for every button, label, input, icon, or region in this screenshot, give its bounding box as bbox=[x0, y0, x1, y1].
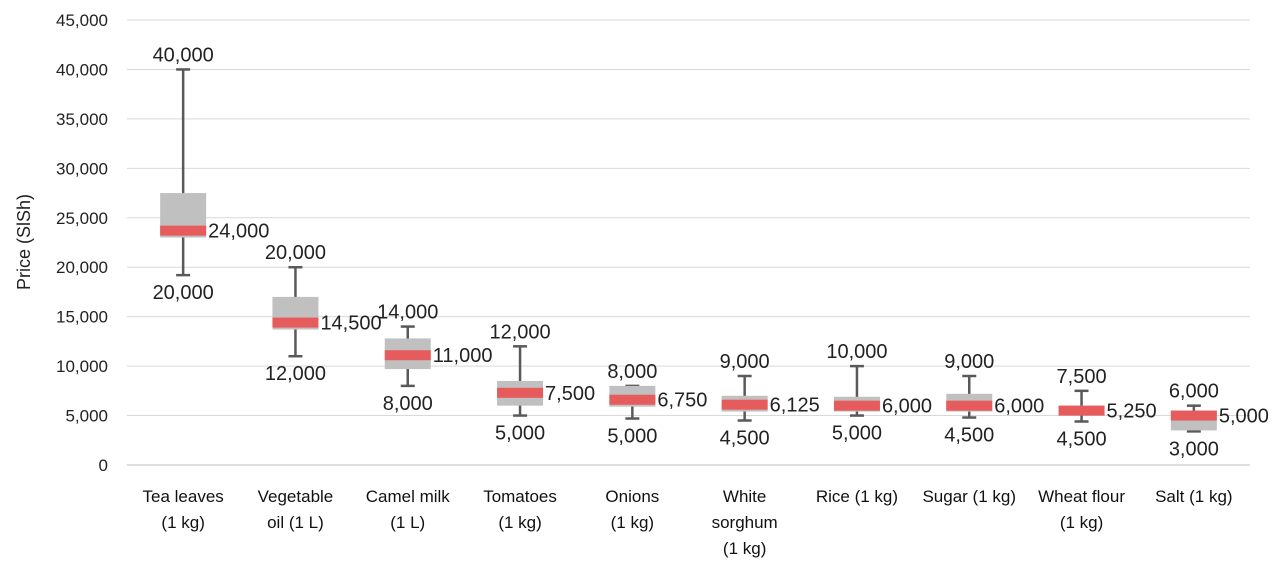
max-label: 14,000 bbox=[377, 302, 438, 324]
max-label: 9,000 bbox=[720, 351, 770, 373]
y-tick-label: 5,000 bbox=[65, 407, 108, 426]
category-label: Onions bbox=[605, 487, 659, 506]
category-label: Sugar (1 kg) bbox=[922, 487, 1016, 506]
y-tick-label: 35,000 bbox=[56, 110, 108, 129]
min-label: 12,000 bbox=[265, 363, 326, 385]
min-label: 4,500 bbox=[1057, 428, 1107, 450]
y-tick-label: 15,000 bbox=[56, 308, 108, 327]
category-label: Salt (1 kg) bbox=[1155, 487, 1232, 506]
y-tick-label: 30,000 bbox=[56, 159, 108, 178]
median-marker bbox=[160, 225, 207, 236]
median-label: 6,750 bbox=[657, 390, 707, 412]
category-label: (1 kg) bbox=[723, 539, 766, 558]
min-label: 8,000 bbox=[383, 393, 433, 415]
max-label: 12,000 bbox=[489, 321, 550, 343]
box-group: 20,000 14,500 12,000 bbox=[265, 242, 382, 385]
category-label: Tea leaves bbox=[143, 487, 224, 506]
median-label: 6,000 bbox=[994, 396, 1044, 418]
min-label: 5,000 bbox=[495, 423, 545, 445]
median-label: 5,250 bbox=[1107, 401, 1157, 423]
category-label: Rice (1 kg) bbox=[816, 487, 898, 506]
y-tick-label: 10,000 bbox=[56, 357, 108, 376]
median-marker bbox=[1170, 410, 1217, 421]
category-label: oil (1 L) bbox=[267, 513, 324, 532]
category-label: Camel milk bbox=[366, 487, 451, 506]
median-marker bbox=[1058, 405, 1105, 416]
category-label: (1 kg) bbox=[1060, 513, 1103, 532]
category-label: (1 kg) bbox=[498, 513, 541, 532]
category-label: White bbox=[723, 487, 766, 506]
y-tick-label: 45,000 bbox=[56, 11, 108, 30]
category-label: (1 kg) bbox=[611, 513, 654, 532]
median-marker bbox=[946, 400, 993, 411]
min-label: 3,000 bbox=[1169, 438, 1219, 460]
category-label: Wheat flour bbox=[1038, 487, 1125, 506]
y-tick-label: 20,000 bbox=[56, 258, 108, 277]
max-label: 10,000 bbox=[826, 341, 887, 363]
category-label: (1 kg) bbox=[161, 513, 204, 532]
category-label: Tomatoes bbox=[483, 487, 557, 506]
min-label: 4,500 bbox=[944, 425, 994, 447]
x-axis-categories: Tea leaves (1 kg) Vegetable oil (1 L) Camel … bbox=[143, 487, 1233, 558]
min-label: 4,500 bbox=[720, 428, 770, 450]
max-label: 6,000 bbox=[1169, 381, 1219, 403]
y-tick-label: 40,000 bbox=[56, 60, 108, 79]
min-label: 5,000 bbox=[832, 423, 882, 445]
median-label: 7,500 bbox=[545, 383, 595, 405]
median-marker bbox=[721, 399, 768, 410]
min-label: 5,000 bbox=[607, 426, 657, 448]
max-label: 9,000 bbox=[944, 351, 994, 373]
median-label: 6,000 bbox=[882, 396, 932, 418]
max-label: 20,000 bbox=[265, 242, 326, 264]
max-label: 8,000 bbox=[607, 361, 657, 383]
y-tick-label: 0 bbox=[99, 456, 108, 475]
median-marker bbox=[384, 350, 431, 361]
median-marker bbox=[609, 394, 656, 405]
median-label: 14,500 bbox=[320, 313, 381, 335]
box-group: 14,000 11,000 8,000 bbox=[377, 302, 492, 415]
max-label: 7,500 bbox=[1057, 366, 1107, 388]
median-label: 11,000 bbox=[433, 345, 493, 367]
median-marker bbox=[833, 400, 880, 411]
category-label: sorghum bbox=[712, 513, 778, 532]
y-tick-label: 25,000 bbox=[56, 209, 108, 228]
y-axis-title: Price (SlSh) bbox=[14, 194, 34, 290]
min-label: 20,000 bbox=[153, 282, 214, 304]
max-label: 40,000 bbox=[153, 44, 214, 66]
median-label: 6,125 bbox=[770, 395, 820, 417]
box-group: 40,000 24,000 20,000 bbox=[153, 44, 270, 304]
category-label: (1 L) bbox=[390, 513, 425, 532]
y-axis-ticks: 0 5,000 10,000 15,000 20,000 25,000 30,000 35,0… bbox=[56, 11, 108, 475]
box-series: 40,00024,00020,00020,00014,50012,00014,0… bbox=[153, 44, 1269, 460]
median-marker bbox=[497, 387, 544, 398]
category-label: Vegetable bbox=[258, 487, 334, 506]
median-label: 5,000 bbox=[1219, 406, 1269, 428]
median-label: 24,000 bbox=[208, 221, 269, 243]
median-marker bbox=[272, 317, 319, 328]
